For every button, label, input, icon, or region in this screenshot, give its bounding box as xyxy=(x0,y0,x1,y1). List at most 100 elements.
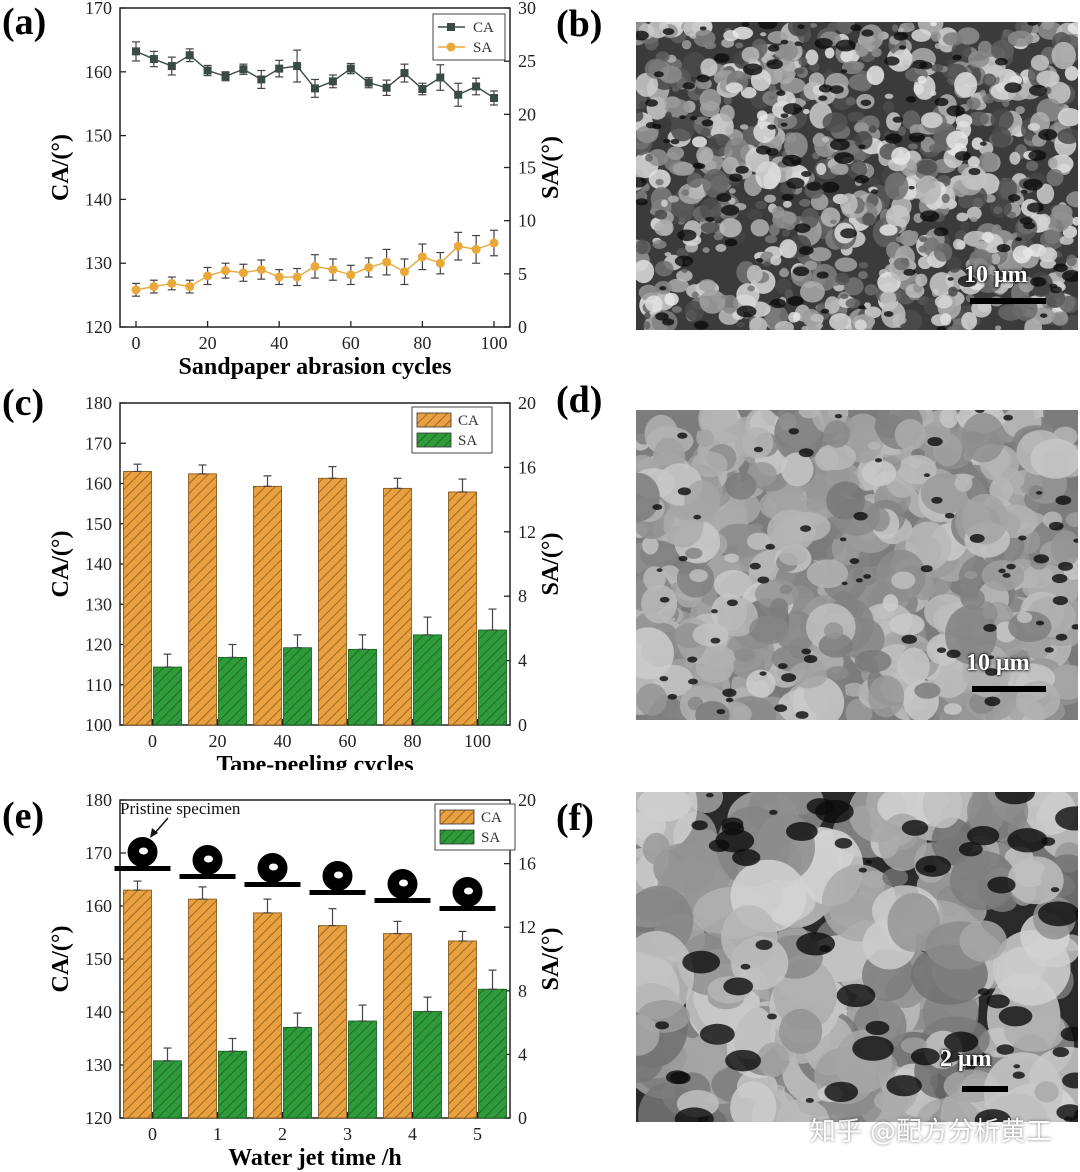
bar-sa-3 xyxy=(348,1020,377,1119)
sem-pore xyxy=(834,152,854,165)
sem-grain xyxy=(941,193,950,204)
sem-grain xyxy=(975,274,1001,293)
sem-grain xyxy=(991,224,1002,236)
sem-grain xyxy=(728,188,736,194)
y2-tick-label-a-5: 25 xyxy=(518,51,536,71)
point-sa-14 xyxy=(382,257,392,267)
sem-pore xyxy=(901,819,929,836)
sem-grain xyxy=(641,584,678,624)
sem-grain xyxy=(930,22,937,27)
y2-tick-label-e-4: 16 xyxy=(518,854,536,874)
sem-grain xyxy=(779,40,798,61)
sem-grain xyxy=(929,272,954,297)
sem-grain xyxy=(768,84,777,93)
sem-pore xyxy=(1051,573,1068,584)
sem-pore xyxy=(770,298,786,309)
point-sa-5 xyxy=(221,266,230,276)
y-tick-label-a-0: 120 xyxy=(85,317,112,337)
sem-pore xyxy=(757,576,770,584)
sem-pore xyxy=(1055,633,1068,641)
sem-grain xyxy=(826,481,866,520)
sem-grain xyxy=(915,273,928,287)
sem-grain xyxy=(1066,191,1078,208)
point-ca-8 xyxy=(275,64,284,73)
sem-grain xyxy=(897,27,904,34)
sem-grain xyxy=(735,42,744,49)
sem-grain xyxy=(998,304,1023,321)
point-ca-1 xyxy=(149,55,158,64)
sem-grain xyxy=(843,682,866,697)
sem-grain xyxy=(887,893,940,952)
y-tick-label-c-2: 120 xyxy=(85,635,112,655)
sem-pore xyxy=(829,85,844,94)
bar-ca-2 xyxy=(253,912,282,1119)
sem-pore xyxy=(936,326,946,330)
sem-pore xyxy=(1058,561,1074,571)
sem-grain xyxy=(1059,295,1078,313)
sem-pore xyxy=(1007,828,1048,853)
sem-pore xyxy=(931,496,943,504)
y-axis-title-c: CA/(°) xyxy=(48,531,74,598)
sem-grain xyxy=(713,232,724,241)
sem-pore xyxy=(936,647,947,653)
sem-pore xyxy=(1039,313,1048,318)
sem-grain xyxy=(780,267,789,277)
sem-grain xyxy=(916,159,938,175)
bar-ca-5 xyxy=(448,491,477,726)
y2-tick-label-c-4: 16 xyxy=(518,457,536,477)
sem-pore xyxy=(934,97,949,107)
sem-grain xyxy=(782,200,792,208)
sem-pore xyxy=(908,185,915,190)
sem-pore xyxy=(954,151,971,161)
sem-grain xyxy=(1046,168,1064,187)
sem-grain xyxy=(823,420,851,448)
sem-pore xyxy=(940,1050,961,1063)
sem-grain xyxy=(794,67,805,75)
sem-grain xyxy=(692,136,708,148)
sem-grain xyxy=(681,189,690,196)
sem-pore xyxy=(736,305,757,318)
sem-grain xyxy=(1057,107,1078,127)
sem-grain xyxy=(1064,65,1078,81)
y2-tick-label-c-2: 8 xyxy=(518,586,527,606)
panel-label-d: (d) xyxy=(556,379,603,421)
sem-pore xyxy=(1002,573,1011,578)
sem-pore xyxy=(725,1049,762,1072)
sem-pore xyxy=(794,41,803,47)
y-tick-label-a-5: 170 xyxy=(85,0,112,18)
point-sa-13 xyxy=(364,262,374,272)
point-sa-16 xyxy=(417,252,427,262)
point-ca-7 xyxy=(257,75,266,84)
sem-grain xyxy=(676,269,693,282)
y-tick-label-a-4: 160 xyxy=(85,62,112,82)
scale-bar-f xyxy=(962,1086,1008,1092)
sem-grain xyxy=(642,832,671,865)
y-tick-label-c-6: 160 xyxy=(85,474,112,494)
sem-pore xyxy=(726,599,738,607)
point-sa-11 xyxy=(328,265,338,275)
droplet-highlight-4 xyxy=(399,879,408,887)
sem-grain xyxy=(808,247,832,262)
point-ca-3 xyxy=(185,51,194,60)
sem-grain xyxy=(835,272,850,286)
sem-pore xyxy=(923,864,937,873)
droplet-substrate-5 xyxy=(439,906,496,911)
sem-pore xyxy=(819,945,832,953)
sem-pore xyxy=(933,227,949,237)
sem-grain xyxy=(884,93,894,99)
sem-grain xyxy=(636,169,644,179)
y-tick-label-e-4: 160 xyxy=(85,896,112,916)
sem-grain xyxy=(636,125,659,144)
sem-grain xyxy=(724,553,740,563)
watermark-text: 知乎 @配方分析黄工 xyxy=(809,1117,1052,1147)
sem-grain xyxy=(636,472,660,522)
sem-grain xyxy=(897,455,937,485)
sem-grain xyxy=(868,125,877,133)
sem-pore xyxy=(853,511,868,521)
x-tick-label-a-4: 80 xyxy=(413,333,431,353)
sem-pore xyxy=(741,22,750,27)
sem-grain xyxy=(861,459,897,487)
sem-grain xyxy=(959,920,1007,962)
sem-pore xyxy=(874,458,883,463)
sem-grain xyxy=(1009,75,1022,85)
